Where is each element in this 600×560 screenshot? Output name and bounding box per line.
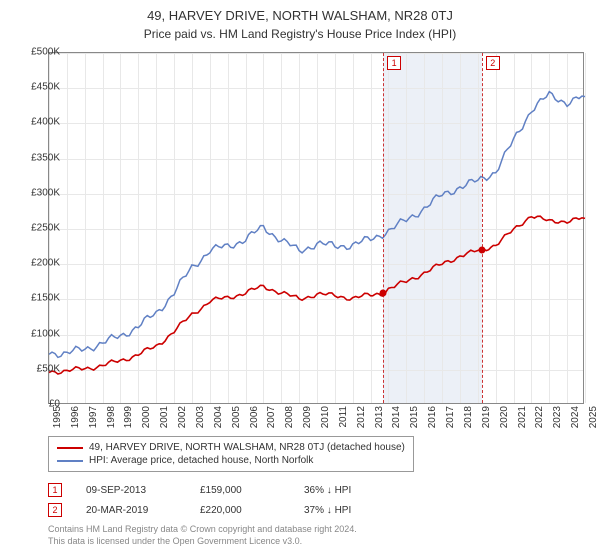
marker-box: 1 (387, 56, 401, 70)
legend-label: 49, HARVEY DRIVE, NORTH WALSHAM, NR28 0T… (89, 442, 405, 453)
x-axis-label: 2006 (249, 406, 260, 428)
y-axis-label: £300K (31, 187, 60, 198)
sale-pct: 37% ↓ HPI (304, 505, 394, 516)
x-axis-label: 2016 (427, 406, 438, 428)
legend-row: HPI: Average price, detached house, Nort… (57, 454, 405, 467)
chart-container: 49, HARVEY DRIVE, NORTH WALSHAM, NR28 0T… (0, 0, 600, 560)
legend-label: HPI: Average price, detached house, Nort… (89, 455, 313, 466)
y-axis-label: £250K (31, 223, 60, 234)
chart-plot-area: 12 (48, 52, 584, 404)
x-axis-label: 2005 (231, 406, 242, 428)
sale-pct: 36% ↓ HPI (304, 485, 394, 496)
x-axis-label: 2015 (409, 406, 420, 428)
x-axis-label: 2010 (320, 406, 331, 428)
chart-footer: Contains HM Land Registry data © Crown c… (48, 524, 357, 547)
sale-price: £220,000 (200, 505, 280, 516)
sale-marker-num: 2 (48, 503, 62, 517)
sale-marker-num: 1 (48, 483, 62, 497)
sale-dot (478, 247, 485, 254)
legend-swatch (57, 460, 83, 462)
y-axis-label: £350K (31, 152, 60, 163)
x-axis-label: 2025 (588, 406, 599, 428)
x-axis-label: 2003 (195, 406, 206, 428)
y-axis-label: £450K (31, 82, 60, 93)
legend-swatch (57, 447, 83, 449)
footer-line-1: Contains HM Land Registry data © Crown c… (48, 524, 357, 536)
gridline-v (585, 53, 586, 403)
x-axis-label: 2004 (213, 406, 224, 428)
x-axis-label: 2023 (552, 406, 563, 428)
y-axis-label: £200K (31, 258, 60, 269)
x-axis-label: 1999 (123, 406, 134, 428)
x-axis-label: 1995 (52, 406, 63, 428)
x-axis-label: 2018 (463, 406, 474, 428)
y-axis-label: £400K (31, 117, 60, 128)
y-axis-label: £500K (31, 47, 60, 58)
x-axis-label: 2017 (445, 406, 456, 428)
marker-line (383, 53, 384, 403)
x-axis-label: 2001 (159, 406, 170, 428)
y-axis-label: £150K (31, 293, 60, 304)
x-axis-label: 2000 (141, 406, 152, 428)
sale-price: £159,000 (200, 485, 280, 496)
sale-date: 20-MAR-2019 (86, 505, 176, 516)
x-axis-label: 1996 (70, 406, 81, 428)
y-axis-label: £100K (31, 328, 60, 339)
x-axis-label: 2008 (284, 406, 295, 428)
x-axis-label: 2002 (177, 406, 188, 428)
x-axis-label: 2012 (356, 406, 367, 428)
x-axis-label: 1998 (106, 406, 117, 428)
marker-box: 2 (486, 56, 500, 70)
footer-line-2: This data is licensed under the Open Gov… (48, 536, 357, 548)
x-axis-label: 2020 (499, 406, 510, 428)
x-axis-label: 2024 (570, 406, 581, 428)
legend-row: 49, HARVEY DRIVE, NORTH WALSHAM, NR28 0T… (57, 441, 405, 454)
sale-date: 09-SEP-2013 (86, 485, 176, 496)
x-axis-label: 2021 (517, 406, 528, 428)
series-line (49, 92, 585, 358)
x-axis-label: 2011 (338, 406, 349, 428)
sale-row: 1 09-SEP-2013 £159,000 36% ↓ HPI (48, 480, 394, 500)
sale-row: 2 20-MAR-2019 £220,000 37% ↓ HPI (48, 500, 394, 520)
x-axis-label: 2013 (374, 406, 385, 428)
x-axis-label: 2009 (302, 406, 313, 428)
chart-subtitle: Price paid vs. HM Land Registry's House … (0, 23, 600, 41)
x-axis-label: 2022 (534, 406, 545, 428)
sale-rows: 1 09-SEP-2013 £159,000 36% ↓ HPI 2 20-MAR-201… (48, 480, 394, 520)
sale-dot (380, 290, 387, 297)
series-line (49, 216, 585, 374)
chart-title: 49, HARVEY DRIVE, NORTH WALSHAM, NR28 0T… (0, 0, 600, 23)
x-axis-label: 2019 (481, 406, 492, 428)
chart-lines-svg (49, 53, 583, 403)
y-axis-label: £50K (37, 363, 60, 374)
x-axis-label: 2014 (391, 406, 402, 428)
x-axis-label: 1997 (88, 406, 99, 428)
marker-line (482, 53, 483, 403)
x-axis-label: 2007 (266, 406, 277, 428)
legend-box: 49, HARVEY DRIVE, NORTH WALSHAM, NR28 0T… (48, 436, 414, 472)
